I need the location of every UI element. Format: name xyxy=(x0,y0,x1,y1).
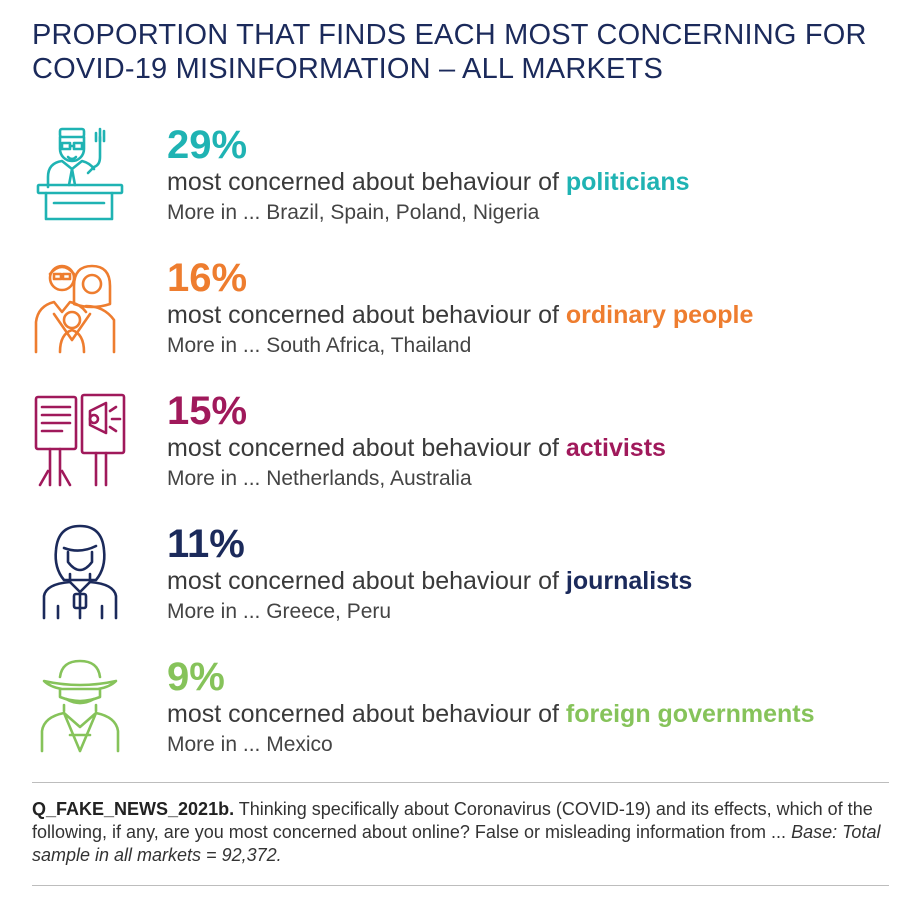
row-statement-prefix: most concerned about behaviour of xyxy=(167,301,566,329)
row-more-in: More in ... Mexico xyxy=(167,733,333,756)
row-activists: 15% most concerned about behaviour of ac… xyxy=(30,389,910,509)
row-statement: most concerned about behaviour of journa… xyxy=(167,566,692,596)
divider-bottom xyxy=(32,885,889,886)
row-statement: most concerned about behaviour of politi… xyxy=(167,167,690,197)
footnote-question-text: Thinking specifically about Coronavirus … xyxy=(32,799,873,842)
row-statement-prefix: most concerned about behaviour of xyxy=(167,434,566,462)
row-percent: 9% xyxy=(167,655,225,699)
row-statement-prefix: most concerned about behaviour of xyxy=(167,700,566,728)
megaphone-protest-icon xyxy=(30,389,130,489)
footnote: Q_FAKE_NEWS_2021b. Thinking specifically… xyxy=(32,798,892,867)
chart-title: PROPORTION THAT FINDS EACH MOST CONCERNI… xyxy=(32,18,892,86)
row-statement-prefix: most concerned about behaviour of xyxy=(167,168,566,196)
row-more-in: More in ... Netherlands, Australia xyxy=(167,467,472,490)
row-statement: most concerned about behaviour of ordina… xyxy=(167,300,753,330)
footnote-base: Base: Total sample in all markets = 92,3… xyxy=(32,822,881,865)
politician-icon xyxy=(30,123,130,223)
chart-title-line-1: PROPORTION THAT FINDS EACH MOST CONCERNI… xyxy=(32,19,867,51)
row-percent: 11% xyxy=(167,522,245,566)
row-more-in: More in ... Brazil, Spain, Poland, Niger… xyxy=(167,201,540,224)
row-group: ordinary people xyxy=(565,301,754,329)
row-foreign-governments: 9% most concerned about behaviour of for… xyxy=(30,655,910,775)
row-politicians: 29% most concerned about behaviour of po… xyxy=(30,123,910,243)
footnote-question-id: Q_FAKE_NEWS_2021b. xyxy=(32,799,235,819)
row-percent: 29% xyxy=(167,123,248,167)
row-percent: 16% xyxy=(167,256,248,300)
row-statement: most concerned about behaviour of foreig… xyxy=(167,699,815,729)
spy-icon xyxy=(30,655,130,755)
divider-top xyxy=(32,782,889,783)
row-percent: 15% xyxy=(167,389,248,433)
row-group: foreign governments xyxy=(565,700,815,728)
family-icon xyxy=(30,256,130,356)
row-ordinary-people: 16% most concerned about behaviour of or… xyxy=(30,256,910,376)
row-group: activists xyxy=(565,434,666,462)
chart-title-line-2: COVID-19 MISINFORMATION – ALL MARKETS xyxy=(32,53,664,85)
row-more-in: More in ... Greece, Peru xyxy=(167,600,392,623)
row-statement-prefix: most concerned about behaviour of xyxy=(167,567,566,595)
row-statement: most concerned about behaviour of activi… xyxy=(167,433,666,463)
journalist-icon xyxy=(30,522,130,622)
row-more-in: More in ... South Africa, Thailand xyxy=(167,334,472,357)
row-group: journalists xyxy=(565,567,693,595)
row-journalists: 11% most concerned about behaviour of jo… xyxy=(30,522,910,642)
row-group: politicians xyxy=(565,168,690,196)
